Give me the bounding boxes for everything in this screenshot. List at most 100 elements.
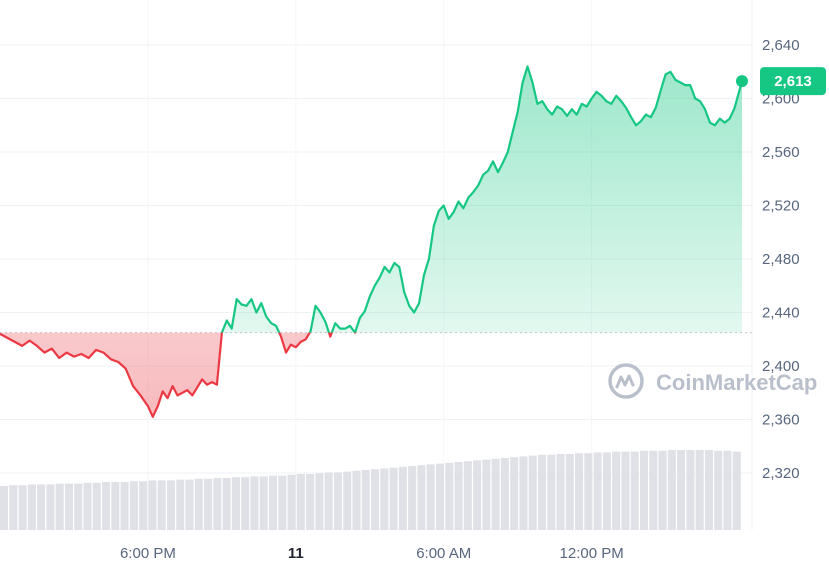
x-tick-label: 11 bbox=[288, 545, 304, 562]
volume-bar bbox=[250, 476, 259, 530]
volume-bar bbox=[315, 473, 324, 530]
volume-bar bbox=[380, 468, 389, 530]
volume-bar bbox=[204, 478, 213, 530]
volume-bar bbox=[92, 482, 101, 530]
volume-bar bbox=[194, 478, 203, 530]
current-price-badge: 2,613 bbox=[760, 67, 826, 96]
volume-bar bbox=[120, 482, 129, 530]
area-fill-down bbox=[0, 332, 742, 417]
volume-bar bbox=[547, 454, 556, 530]
watermark: CoinMarketCap bbox=[608, 363, 817, 399]
y-axis-ticks: 2,3202,3602,4002,4402,4802,5202,5602,600… bbox=[762, 37, 800, 482]
volume-bar bbox=[259, 476, 268, 530]
y-tick-label: 2,480 bbox=[762, 251, 800, 268]
volume-bar bbox=[445, 462, 454, 530]
volume-bar bbox=[9, 485, 18, 530]
volume-bar bbox=[658, 450, 667, 530]
volume-bar bbox=[612, 451, 621, 530]
volume-bar bbox=[417, 465, 426, 530]
volume-bar bbox=[55, 483, 64, 530]
volume-bar bbox=[185, 479, 194, 530]
volume-bar bbox=[213, 478, 222, 530]
volume-bar bbox=[463, 461, 472, 530]
volume-bar bbox=[593, 452, 602, 530]
volume-bar bbox=[231, 477, 240, 530]
volume-bar bbox=[500, 458, 509, 530]
volume-bar bbox=[426, 464, 435, 530]
price-line-up[interactable] bbox=[0, 65, 744, 416]
volume-bar bbox=[584, 453, 593, 530]
area-fill-up bbox=[221, 66, 742, 333]
volume-bar bbox=[389, 467, 398, 530]
volume-bar bbox=[537, 454, 547, 530]
volume-bar bbox=[704, 450, 713, 530]
volume-bar bbox=[296, 474, 305, 530]
volume-bar bbox=[435, 463, 444, 530]
x-tick-label: 12:00 PM bbox=[560, 545, 624, 562]
price-line-down[interactable] bbox=[0, 66, 742, 418]
volume-bar bbox=[139, 481, 148, 530]
volume-bar bbox=[408, 466, 417, 530]
volume-bar bbox=[157, 480, 166, 530]
coinmarketcap-logo-icon bbox=[608, 363, 644, 399]
y-tick-label: 2,360 bbox=[762, 412, 800, 429]
x-tick-label: 6:00 AM bbox=[416, 545, 471, 562]
volume-bar bbox=[268, 475, 278, 530]
volume-bar bbox=[649, 450, 658, 530]
x-axis-ticks: 6:00 PM 11 6:00 AM 12:00 PM bbox=[120, 545, 624, 562]
volume-bar bbox=[528, 455, 537, 530]
volume-bar bbox=[129, 481, 138, 530]
volume-bar bbox=[352, 470, 361, 530]
volume-bar bbox=[166, 480, 176, 530]
volume-bar bbox=[565, 454, 574, 530]
volume-bar bbox=[677, 450, 686, 530]
volume-bar bbox=[148, 480, 157, 530]
price-series-line[interactable] bbox=[0, 65, 744, 418]
volume-bar bbox=[510, 457, 519, 530]
volume-bars bbox=[0, 450, 741, 530]
volume-bar bbox=[714, 450, 723, 530]
volume-bar bbox=[482, 459, 491, 530]
y-tick-label: 2,640 bbox=[762, 37, 800, 54]
area-fill bbox=[0, 66, 742, 417]
x-tick-label: 6:00 PM bbox=[120, 545, 176, 562]
volume-bar bbox=[333, 472, 342, 530]
volume-bar bbox=[111, 482, 120, 530]
volume-bar bbox=[602, 452, 611, 530]
volume-bar bbox=[37, 484, 46, 530]
volume-bar bbox=[74, 483, 83, 530]
y-tick-label: 2,400 bbox=[762, 358, 800, 375]
volume-bar bbox=[732, 451, 741, 530]
current-price-dot bbox=[736, 75, 748, 88]
volume-bar bbox=[306, 474, 315, 530]
volume-bar bbox=[454, 462, 463, 530]
volume-bar bbox=[102, 482, 111, 530]
volume-bar bbox=[27, 484, 36, 530]
y-tick-label: 2,320 bbox=[762, 465, 800, 482]
current-price-badge-bg bbox=[760, 67, 826, 96]
volume-bar bbox=[695, 450, 704, 530]
y-tick-label: 2,560 bbox=[762, 144, 800, 161]
volume-bar bbox=[575, 453, 584, 530]
volume-bar bbox=[176, 479, 185, 530]
volume-bar bbox=[324, 472, 333, 530]
volume-bar bbox=[371, 469, 380, 530]
volume-bar bbox=[556, 454, 565, 530]
volume-bar bbox=[222, 478, 231, 530]
volume-bar bbox=[686, 450, 695, 530]
volume-bar bbox=[473, 460, 482, 530]
watermark-text: CoinMarketCap bbox=[656, 370, 817, 395]
y-tick-label: 2,520 bbox=[762, 198, 800, 215]
volume-bar bbox=[361, 470, 370, 530]
volume-bar bbox=[630, 451, 639, 530]
volume-bar bbox=[621, 451, 630, 530]
volume-bar bbox=[398, 466, 407, 530]
volume-bar bbox=[343, 471, 352, 530]
volume-bar bbox=[64, 483, 73, 530]
volume-bar bbox=[241, 477, 250, 530]
volume-bar bbox=[491, 458, 500, 530]
volume-bar bbox=[639, 450, 649, 530]
volume-bar bbox=[278, 475, 287, 530]
